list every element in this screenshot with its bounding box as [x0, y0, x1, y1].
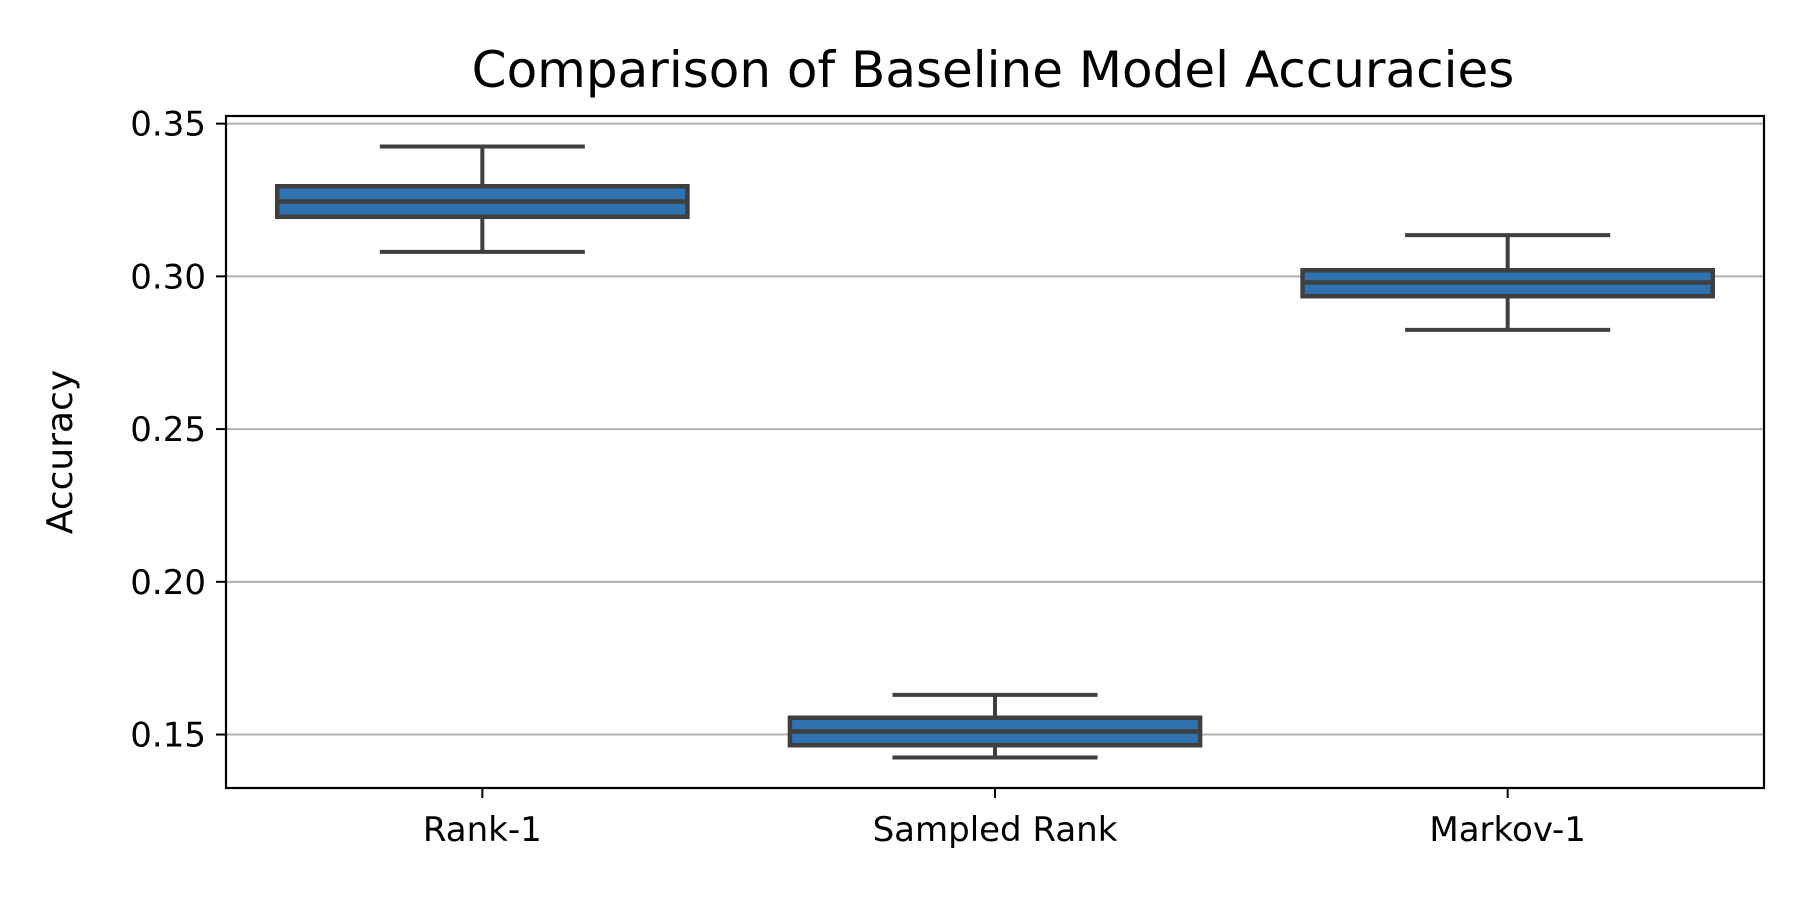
y-axis-label: Accuracy: [40, 370, 81, 534]
y-tick-label: 0.35: [130, 105, 206, 145]
chart-title: Comparison of Baseline Model Accuracies: [472, 41, 1515, 99]
y-tick-label: 0.30: [130, 257, 206, 297]
axis-ticks: 0.15 0.20 0.25 0.30 0.35 Rank-1 Sampled Rank Ma…: [130, 105, 1586, 850]
x-tick-label: Markov-1: [1429, 810, 1586, 850]
x-tick-label: Rank-1: [423, 810, 542, 850]
y-tick-label: 0.25: [130, 410, 206, 450]
y-tick-label: 0.20: [130, 563, 206, 603]
box-group: [1300, 233, 1715, 332]
box-group: [275, 144, 690, 254]
y-tick-label: 0.15: [130, 716, 206, 756]
box-series: [275, 144, 1715, 760]
x-tick-label: Sampled Rank: [873, 810, 1118, 850]
box-group: [787, 692, 1203, 760]
